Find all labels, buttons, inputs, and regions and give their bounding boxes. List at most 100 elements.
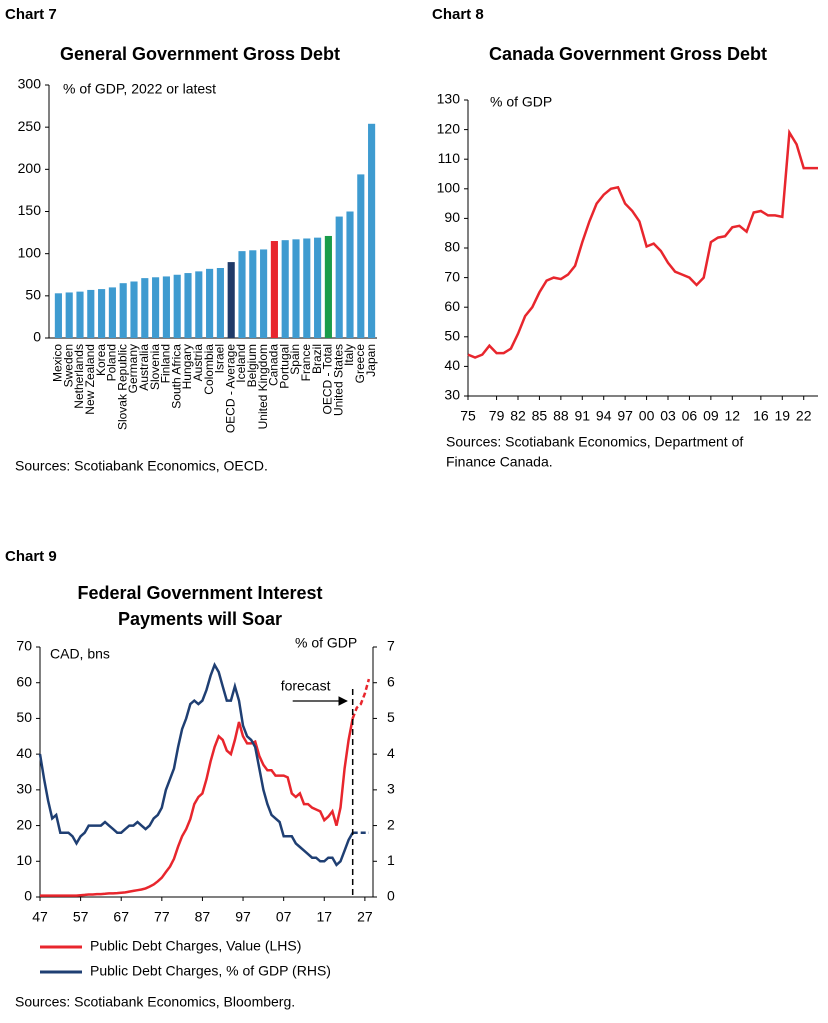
bar: [54, 293, 62, 338]
source-note: Sources: Scotiabank Economics, Bloomberg…: [15, 994, 295, 1010]
x-tick-label: Portugal: [277, 344, 291, 389]
y-tick-label: 30: [16, 781, 32, 797]
x-tick-label: 97: [617, 408, 633, 424]
y-tick-label: 90: [444, 209, 460, 225]
x-tick-label: 17: [316, 909, 332, 925]
x-tick-label: Canada: [267, 344, 281, 386]
x-tick-label: Austria: [191, 344, 205, 382]
x-tick-label: 12: [724, 408, 740, 424]
bar: [65, 292, 73, 338]
bar: [141, 278, 149, 338]
bar: [238, 251, 246, 338]
y-tick-label: 110: [438, 150, 461, 166]
bar: [76, 291, 84, 338]
x-tick-label: 47: [32, 909, 48, 925]
y-tick-label: 100: [18, 244, 42, 260]
x-tick-label: 77: [154, 909, 170, 925]
x-tick-label: 03: [660, 408, 676, 424]
x-tick-label: 67: [113, 909, 129, 925]
x-tick-label: Spain: [288, 344, 302, 375]
legend-label: Public Debt Charges, Value (LHS): [90, 938, 301, 954]
x-tick-label: Iceland: [234, 344, 248, 383]
bar: [87, 289, 95, 338]
x-tick-label: 79: [489, 408, 505, 424]
x-tick-label: 00: [639, 408, 655, 424]
bar: [162, 276, 170, 338]
x-tick-label: Finland: [159, 344, 173, 383]
y2-label: % of GDP: [295, 635, 357, 651]
bar: [249, 250, 257, 338]
y-tick-label: 0: [24, 888, 32, 904]
x-tick-label: 97: [235, 909, 251, 925]
x-tick-label: France: [299, 344, 313, 382]
x-tick-label: 82: [510, 408, 526, 424]
chart-label: Chart 8: [432, 6, 484, 23]
bar: [108, 287, 116, 338]
y-tick-label: 120: [437, 120, 461, 136]
y2-tick-label: 2: [387, 816, 395, 832]
x-tick-label: 94: [596, 408, 612, 424]
y2-tick-label: 6: [387, 673, 395, 689]
x-tick-label: United States: [331, 344, 345, 416]
y-tick-label: 70: [16, 638, 32, 654]
y-tick-label: 70: [444, 268, 460, 284]
y2-tick-label: 0: [387, 888, 395, 904]
y2-tick-label: 3: [387, 781, 395, 797]
y-tick-label: 0: [33, 329, 41, 345]
x-tick-label: New Zealand: [83, 344, 97, 415]
x-tick-label: 07: [276, 909, 292, 925]
x-tick-label: 88: [553, 408, 569, 424]
x-tick-label: 75: [460, 408, 476, 424]
bar: [119, 283, 127, 338]
bar: [130, 281, 138, 338]
y-tick-label: 50: [25, 287, 41, 303]
bar: [357, 174, 365, 338]
x-tick-label: Colombia: [202, 344, 216, 395]
x-tick-label: Slovak Republic: [115, 344, 129, 430]
x-tick-label: Italy: [342, 344, 356, 366]
y-tick-label: 40: [444, 357, 460, 373]
bar: [227, 262, 235, 338]
bar: [292, 239, 300, 338]
chart-title: Federal Government Interest: [77, 583, 322, 603]
series-line: [351, 678, 371, 719]
series-line: [467, 128, 818, 359]
x-tick-label: Belgium: [245, 344, 259, 387]
x-tick-label: 19: [774, 408, 790, 424]
unit-label: % of GDP: [490, 94, 552, 110]
bar: [303, 238, 311, 338]
y2-tick-label: 4: [387, 745, 395, 761]
y-tick-label: 150: [18, 202, 42, 218]
x-tick-label: 16: [753, 408, 769, 424]
series-line: [40, 718, 354, 897]
source-note: Sources: Scotiabank Economics, OECD.: [15, 458, 268, 474]
bar: [346, 211, 354, 338]
annotation: forecast: [281, 678, 331, 694]
bar: [324, 235, 332, 338]
chart-title: Payments will Soar: [118, 609, 282, 629]
bar: [216, 268, 224, 338]
x-tick-label: Netherlands: [72, 344, 86, 409]
x-tick-label: OECD - Total: [321, 344, 335, 414]
source-note: Finance Canada.: [446, 454, 553, 470]
y-tick-label: 250: [18, 118, 42, 134]
unit-label: % of GDP, 2022 or latest: [63, 81, 216, 97]
chart-title: Canada Government Gross Debt: [489, 44, 767, 64]
x-tick-label: Slovenia: [148, 344, 162, 390]
y-tick-label: 60: [444, 298, 460, 314]
y-tick-label: 200: [18, 160, 42, 176]
bar: [173, 274, 181, 338]
x-tick-label: Mexico: [51, 344, 65, 382]
x-tick-label: 06: [682, 408, 698, 424]
bar: [335, 216, 343, 338]
x-tick-label: Japan: [364, 344, 378, 377]
bar: [98, 289, 106, 338]
bar: [314, 237, 322, 338]
x-tick-label: Brazil: [310, 344, 324, 374]
y-tick-label: 100: [437, 180, 461, 196]
y-tick-label: 50: [16, 709, 32, 725]
bar: [152, 277, 160, 338]
x-tick-label: 91: [574, 408, 590, 424]
x-tick-label: OECD - Average: [223, 344, 237, 433]
